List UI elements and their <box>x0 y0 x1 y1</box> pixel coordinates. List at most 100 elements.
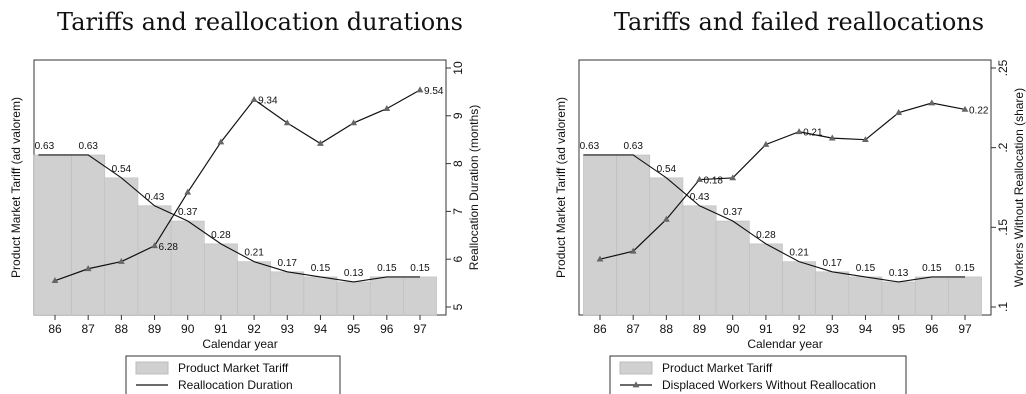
x-tick-label: 92 <box>792 322 806 336</box>
x-tick-label: 86 <box>48 322 62 336</box>
y2-tick-label: .1 <box>996 302 1010 312</box>
chart-panel-2: Tariffs and failed reallocations 0.63 0.63… <box>554 8 1026 394</box>
x-tick-label: 88 <box>115 322 129 336</box>
y2-tick-label: 6 <box>451 256 465 263</box>
y-axis-label-left: Product Market Tariff (ad valorem) <box>554 97 568 278</box>
x-tick-label: 94 <box>859 322 873 336</box>
tariff-bar <box>403 276 437 316</box>
tariff-data-label: 0.15 <box>955 263 975 274</box>
line-marker <box>662 215 670 222</box>
line-marker <box>416 86 424 93</box>
legend-item-line: Displaced Workers Without Reallocation <box>662 378 876 392</box>
x-axis-label: Calendar year <box>747 337 822 351</box>
x-tick-label: 92 <box>247 322 261 336</box>
tariff-data-label: 0.63 <box>35 141 55 152</box>
tariff-data-label: 0.63 <box>623 141 643 152</box>
line-marker <box>596 255 604 262</box>
x-tick-label: 97 <box>958 322 972 336</box>
x-axis-label: Calendar year <box>202 337 277 351</box>
tariff-data-label: 0.54 <box>112 164 132 175</box>
tariff-bar <box>583 154 617 316</box>
legend-bar-swatch <box>619 361 653 375</box>
line-marker <box>184 188 192 195</box>
tariff-bar <box>715 220 750 316</box>
line-marker <box>383 105 391 111</box>
tariff-bar <box>914 276 949 316</box>
tariff-data-label: 0.15 <box>922 263 942 274</box>
tariff-bar <box>848 276 883 316</box>
tariff-bar <box>782 261 816 316</box>
line-marker <box>629 247 637 254</box>
y-axis-label-right: Workers Without Reallocation (share) <box>1012 88 1026 287</box>
tariff-data-label: 0.43 <box>145 192 165 203</box>
tariff-bar <box>71 154 106 316</box>
x-tick-label: 90 <box>726 322 740 336</box>
tariff-data-label: 0.43 <box>690 192 710 203</box>
x-tick-label: 96 <box>380 322 394 336</box>
y2-tick-label: 7 <box>451 208 465 215</box>
y2-tick-label: 5 <box>451 303 465 310</box>
tariff-data-label: 0.63 <box>78 141 98 152</box>
chart-title: Tariffs and failed reallocations <box>614 8 984 36</box>
line-marker <box>51 277 59 284</box>
line-marker <box>317 139 324 146</box>
x-tick-label: 89 <box>148 322 162 336</box>
line-marker <box>283 119 291 126</box>
y2-tick-label: .25 <box>996 59 1010 76</box>
tariff-bar <box>170 220 205 316</box>
tariff-data-label: 0.15 <box>311 263 331 274</box>
tariff-bar <box>104 177 139 316</box>
y2-tick-label: 10 <box>451 61 465 75</box>
line-marker <box>928 99 936 106</box>
tariff-bar <box>237 261 271 316</box>
tariff-bar <box>616 154 651 316</box>
legend-box <box>609 355 907 394</box>
tariff-data-label: 0.28 <box>756 230 776 241</box>
line-marker <box>217 138 225 145</box>
x-tick-label: 91 <box>759 322 773 336</box>
line-data-label: 9.34 <box>258 96 278 107</box>
x-tick-label: 93 <box>281 322 295 336</box>
line-data-label: 0.22 <box>969 105 989 116</box>
y2-tick-label: 8 <box>451 160 465 167</box>
tariff-bar <box>749 243 783 316</box>
x-tick-label: 93 <box>826 322 840 336</box>
chart-panel-1: Tariffs and reallocation durations 0.63 0.… <box>9 8 481 394</box>
tariff-data-label: 0.15 <box>377 263 397 274</box>
line-marker <box>762 140 770 147</box>
legend-bar-swatch <box>135 361 169 375</box>
tariff-data-label: 0.37 <box>178 207 198 218</box>
line-data-label: 9.54 <box>424 86 444 97</box>
tariff-data-label: 0.15 <box>856 263 876 274</box>
x-tick-label: 89 <box>693 322 707 336</box>
tariff-bar <box>649 177 684 316</box>
x-tick-label: 90 <box>181 322 195 336</box>
tariff-data-label: 0.28 <box>211 230 231 241</box>
tariff-bar <box>33 154 72 316</box>
chart-title: Tariffs and reallocation durations <box>57 8 463 36</box>
tariff-bar <box>137 205 172 316</box>
x-tick-label: 95 <box>347 322 361 336</box>
line-marker <box>729 174 737 181</box>
line-marker <box>696 175 703 182</box>
legend-item-tariff: Product Market Tariff <box>178 361 289 375</box>
x-tick-label: 87 <box>82 322 96 336</box>
x-tick-label: 97 <box>413 322 427 336</box>
legend-item-line: Reallocation Duration <box>178 378 293 392</box>
tariff-data-label: 0.17 <box>278 258 298 269</box>
tariff-bar <box>682 205 717 316</box>
y-axis-label-left: Product Market Tariff (ad valorem) <box>9 97 23 278</box>
x-tick-label: 96 <box>925 322 939 336</box>
tariff-data-label: 0.13 <box>344 268 364 279</box>
line-data-label: 6.28 <box>159 242 179 253</box>
line-marker <box>350 119 358 126</box>
line-marker <box>151 242 158 249</box>
x-tick-label: 91 <box>214 322 228 336</box>
tariff-bar <box>815 271 850 316</box>
tariff-bar <box>270 271 305 316</box>
line-marker <box>828 134 836 141</box>
y2-tick-label: .15 <box>996 219 1010 236</box>
x-tick-label: 95 <box>892 322 906 336</box>
secondary-line <box>54 89 421 282</box>
